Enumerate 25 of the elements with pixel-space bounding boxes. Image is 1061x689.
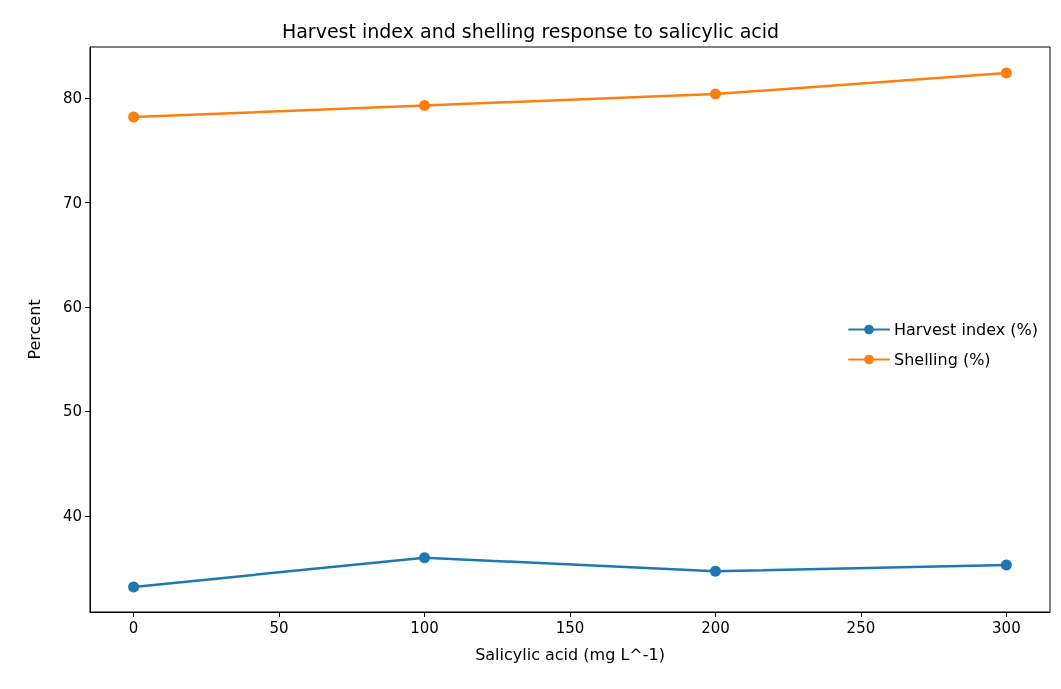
- y-tick-label: 50: [62, 402, 82, 421]
- point: [1000, 559, 1012, 571]
- x-tick-label: 100: [410, 618, 439, 637]
- x-tick-label: 250: [846, 618, 876, 637]
- point: [709, 565, 721, 577]
- y-axis-title: Percent: [24, 299, 44, 360]
- legend-label: Shelling (%): [894, 350, 991, 369]
- y-tick-label: 40: [62, 506, 82, 525]
- legend-label: Harvest index (%): [894, 320, 1038, 339]
- y-tick-label: 80: [62, 89, 82, 108]
- x-tick-label: 200: [701, 618, 730, 637]
- x-tick-label: 300: [992, 618, 1021, 637]
- x-axis-title: Salicylic acid (mg L^-1): [475, 644, 665, 664]
- x-tick-label: 0: [128, 618, 139, 637]
- y-tick-label: 60: [62, 298, 82, 317]
- point: [1000, 67, 1012, 79]
- point: [128, 581, 140, 593]
- x-tick-label: 50: [269, 618, 289, 637]
- x-tick-label: 150: [555, 618, 585, 637]
- point: [419, 99, 431, 111]
- point: [419, 552, 431, 564]
- chart-title: Harvest index and shelling response to salicylic acid: [281, 19, 780, 42]
- y-tick-label: 70: [62, 193, 82, 212]
- point: [709, 88, 721, 100]
- point: [128, 111, 140, 123]
